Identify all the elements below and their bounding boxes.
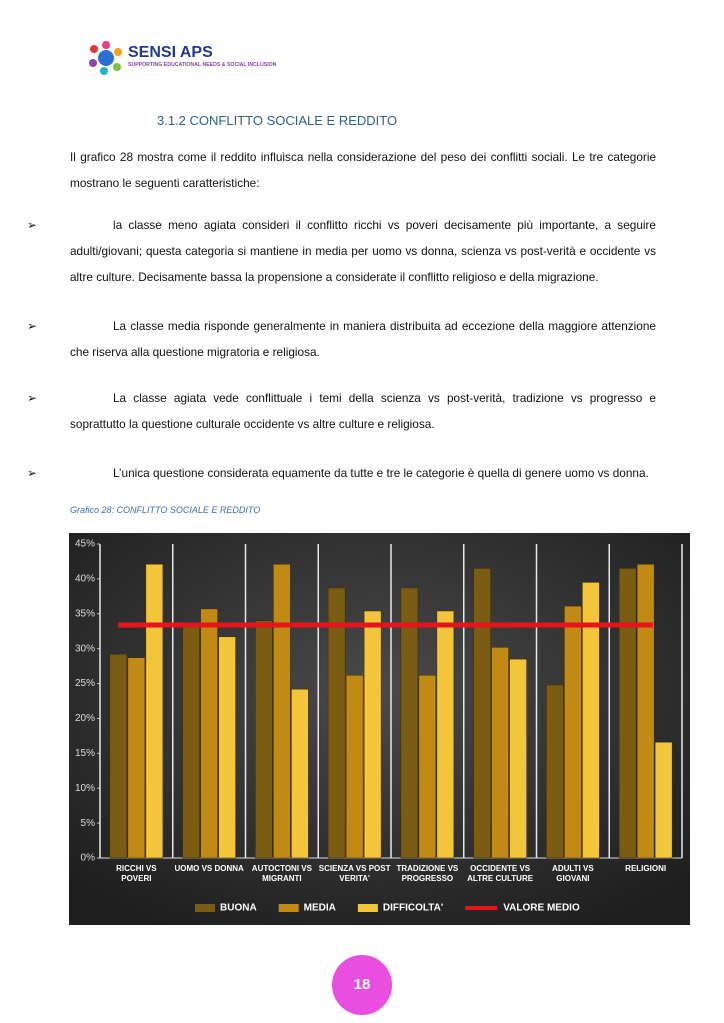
bar xyxy=(636,563,655,859)
bar xyxy=(582,582,600,859)
chart: 0% 5% 10% 15% 20% 25% 30% 35% 40% 45% BUONA MEDIA DI… xyxy=(69,533,690,925)
bar xyxy=(400,587,419,859)
x-tick-label: AUTOCTONI VS MIGRANTI xyxy=(251,864,312,883)
legend-label: MEDIA xyxy=(304,903,336,914)
x-tick-label: TRADIZIONE VS PROGRESSO xyxy=(396,864,459,883)
bar xyxy=(618,568,637,859)
bar xyxy=(273,563,291,859)
bar xyxy=(363,610,382,859)
legend-label: DIFFICOLTA' xyxy=(383,903,443,914)
logo: SENSI APS SUPPORTING EDUCATIONAL NEEDS &… xyxy=(88,40,348,80)
y-tick-label: 30% xyxy=(75,643,95,654)
bar xyxy=(546,684,564,859)
section-title: 3.1.2 CONFLITTO SOCIALE E REDDITO xyxy=(157,113,398,128)
y-tick-label: 15% xyxy=(75,748,95,759)
bar xyxy=(418,674,437,859)
legend-swatch xyxy=(195,904,215,912)
x-tick-label: RELIGIONI xyxy=(625,864,667,873)
x-tick-label: RICCHI VS POVERI xyxy=(116,864,157,883)
caption: Grafico 28: CONFLITTO SOCIALE E REDDITO xyxy=(70,505,261,515)
legend-swatch xyxy=(278,904,299,912)
bar xyxy=(255,620,273,859)
bar xyxy=(564,605,582,859)
bar xyxy=(345,674,364,859)
bar xyxy=(491,647,509,859)
bar xyxy=(200,608,218,859)
chart-container: 0% 5% 10% 15% 20% 25% 30% 35% 40% 45% BUONA MEDIA DI… xyxy=(69,533,690,925)
y-tick-label: 45% xyxy=(75,539,95,550)
y-tick-label: 5% xyxy=(81,818,96,829)
logo-title: SENSI APS xyxy=(128,44,213,61)
page-number-badge: 18 xyxy=(332,955,392,1015)
bullet: la classe meno agiata consideri il confl… xyxy=(27,212,656,290)
x-tick-label: UOMO VS DONNA xyxy=(174,864,244,873)
y-tick-label: 10% xyxy=(75,783,95,794)
bar xyxy=(654,741,673,859)
bar xyxy=(436,610,455,859)
bar xyxy=(127,657,146,859)
bullet: La classe media risponde generalmente in… xyxy=(27,313,656,365)
bar xyxy=(509,658,527,859)
x-tick-label: SCIENZA VS POST VERITA' xyxy=(318,864,391,883)
x-tick-label: ADULTI VS GIOVANI xyxy=(552,864,594,883)
legend-label: BUONA xyxy=(220,903,257,914)
y-tick-label: 25% xyxy=(75,678,95,689)
y-tick-label: 20% xyxy=(75,713,95,724)
intro: Il grafico 28 mostra come il reddito inf… xyxy=(70,150,656,190)
logo-subtitle: SUPPORTING EDUCATIONAL NEEDS & SOCIAL IN… xyxy=(128,62,277,68)
y-tick-label: 35% xyxy=(75,608,95,619)
bullet: L’unica questione considerata equamente … xyxy=(27,460,656,486)
page-number: 18 xyxy=(353,976,371,993)
legend-swatch xyxy=(357,904,378,912)
legend-label: VALORE MEDIO xyxy=(503,903,580,914)
bar xyxy=(109,653,128,859)
x-tick-label: OCCIDENTE VS ALTRE CULTURE xyxy=(467,864,534,883)
logo-icon xyxy=(89,41,122,75)
y-tick-label: 0% xyxy=(81,853,96,864)
y-tick-label: 40% xyxy=(75,574,95,585)
bar xyxy=(473,568,491,859)
bar xyxy=(145,563,164,859)
bullet: La classe agiata vede conflittuale i tem… xyxy=(27,385,656,437)
bar xyxy=(182,626,200,859)
bar xyxy=(291,688,309,859)
bar xyxy=(327,587,346,859)
bar xyxy=(218,636,236,859)
